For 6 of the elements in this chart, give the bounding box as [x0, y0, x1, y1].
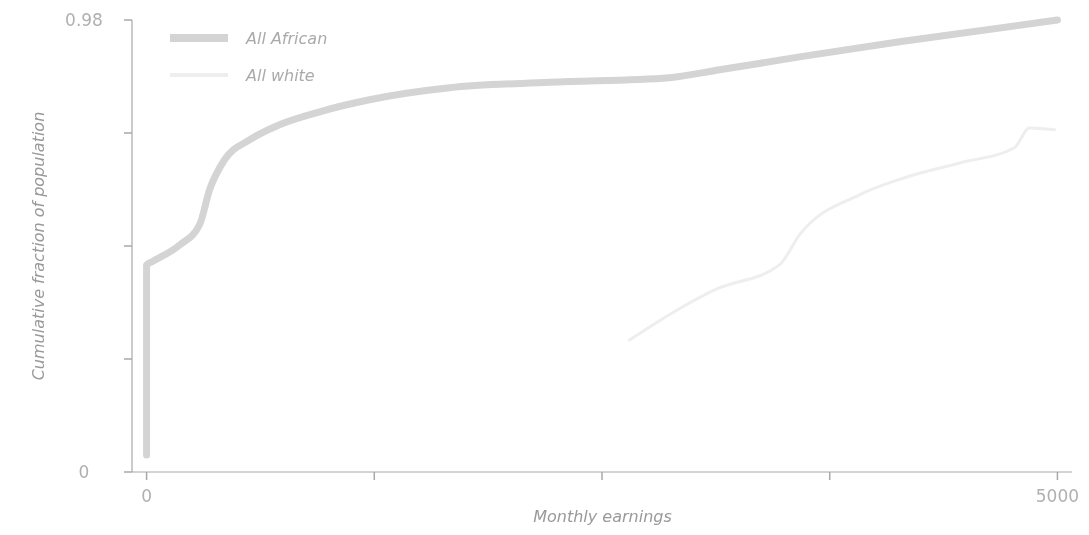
y-axis-title: Cumulative fraction of population: [29, 111, 48, 381]
legend-label: All African: [245, 28, 328, 48]
x-axis-title: Monthly earnings: [533, 507, 672, 526]
x-tick-label: 5000: [1035, 486, 1080, 506]
y-tick-label: 0.98: [65, 9, 103, 30]
legend-label: All white: [245, 65, 315, 85]
